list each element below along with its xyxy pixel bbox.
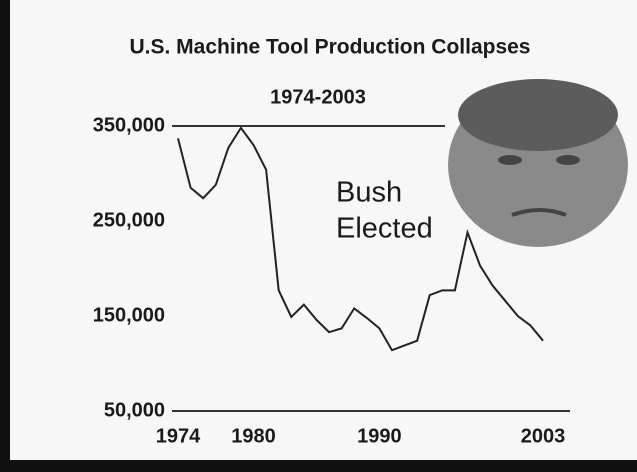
chart-subtitle: 1974-2003 xyxy=(270,86,366,108)
eye xyxy=(498,155,522,165)
x-tick-label: 1980 xyxy=(231,425,276,447)
annotation: Bush xyxy=(336,177,402,209)
frame-bottom xyxy=(0,460,637,472)
x-tick-label: 1974 xyxy=(156,425,201,447)
hair xyxy=(458,79,618,151)
y-tick-label: 50,000 xyxy=(104,399,165,421)
portrait xyxy=(448,79,628,247)
annotation: Elected xyxy=(336,213,433,245)
x-tick-label: 2003 xyxy=(521,425,566,447)
chart-title: U.S. Machine Tool Production Collapses xyxy=(130,36,531,59)
y-tick-label: 150,000 xyxy=(93,304,165,326)
line xyxy=(177,126,544,352)
frame-left xyxy=(0,0,10,472)
y-tick-label: 250,000 xyxy=(93,209,165,231)
eye xyxy=(556,155,580,165)
mouth xyxy=(511,208,567,217)
x-tick-label: 1990 xyxy=(357,425,402,447)
y-tick-label: 350,000 xyxy=(93,114,165,136)
